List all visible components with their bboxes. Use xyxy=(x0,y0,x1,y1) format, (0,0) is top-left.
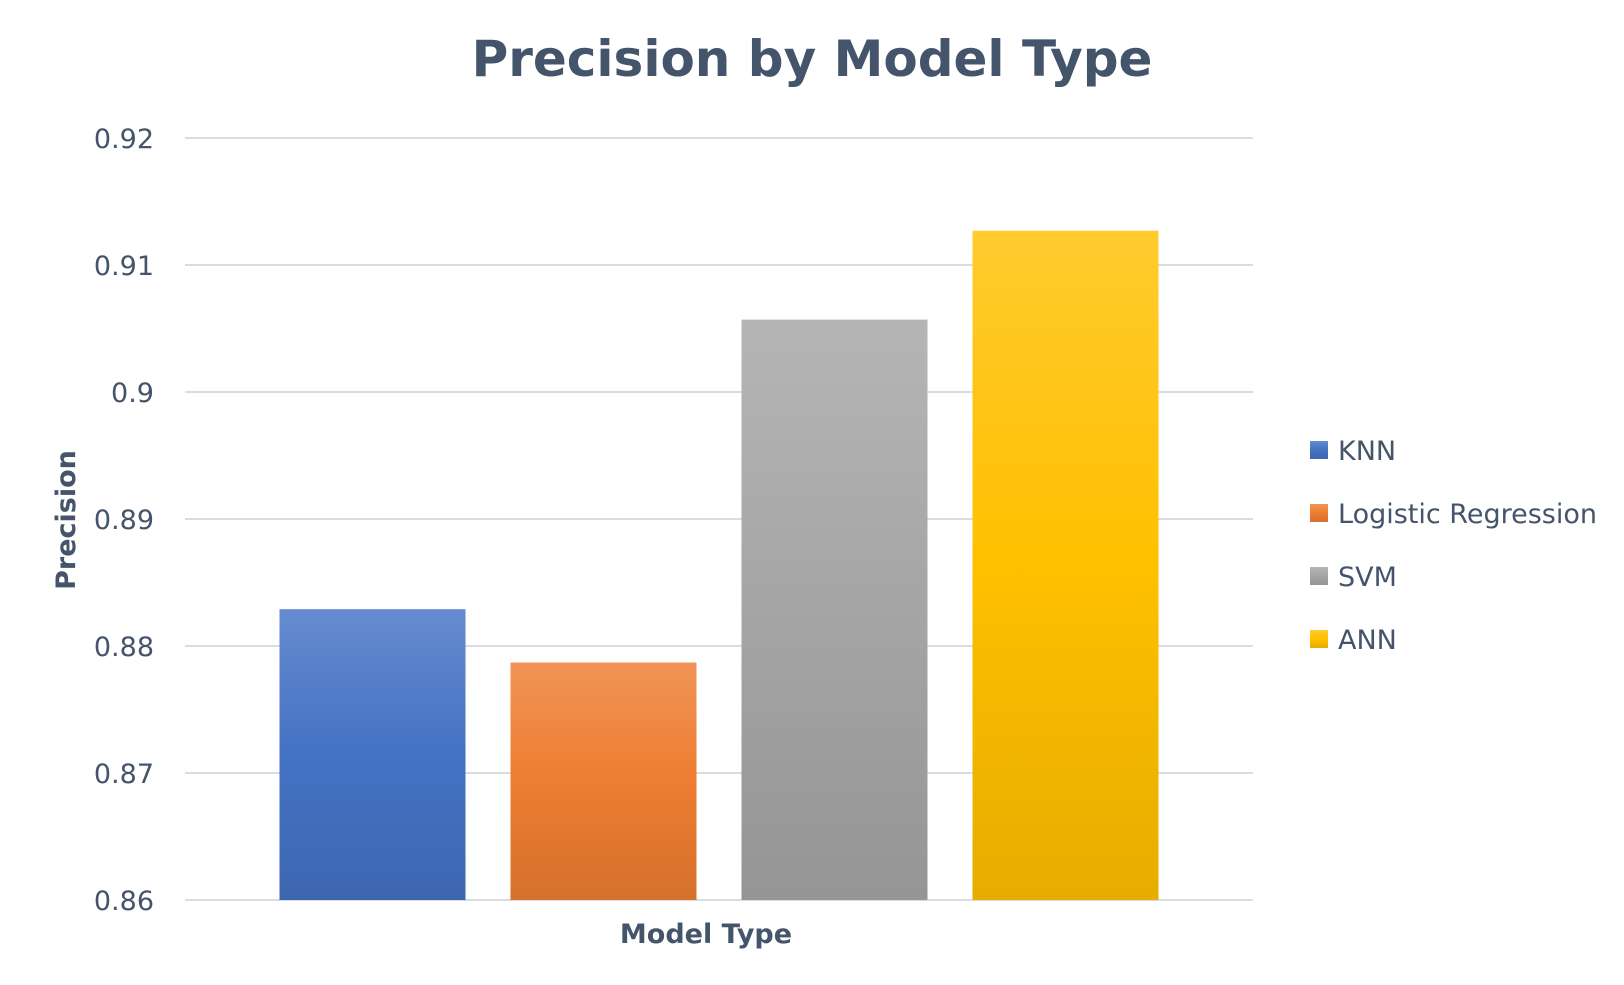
bar-svm xyxy=(741,319,928,900)
legend-label: KNN xyxy=(1338,436,1396,467)
bar-knn xyxy=(279,609,466,900)
bars xyxy=(279,230,1159,900)
legend: KNN Logistic Regression SVM ANN xyxy=(1310,436,1597,656)
y-tick-label: 0.86 xyxy=(94,886,154,917)
y-tick-label: 0.89 xyxy=(94,505,154,536)
legend-swatch xyxy=(1310,630,1328,648)
bar-logistic-regression xyxy=(510,662,697,900)
legend-label: Logistic Regression xyxy=(1338,499,1597,530)
x-axis-title: Model Type xyxy=(620,919,792,950)
legend-swatch xyxy=(1310,567,1328,585)
y-tick-label: 0.87 xyxy=(94,759,154,790)
legend-swatch xyxy=(1310,441,1328,459)
legend-swatch xyxy=(1310,504,1328,522)
y-tick-label: 0.88 xyxy=(94,632,154,663)
legend-label: ANN xyxy=(1338,625,1397,656)
chart-title: Precision by Model Type xyxy=(472,30,1153,88)
legend-label: SVM xyxy=(1338,562,1397,593)
y-tick-label: 0.92 xyxy=(94,124,154,155)
y-axis-title: Precision xyxy=(51,450,82,590)
y-tick-label: 0.9 xyxy=(111,378,154,409)
bar-ann xyxy=(972,230,1159,900)
y-axis-tick-labels: 0.86 0.87 0.88 0.89 0.9 0.91 0.92 xyxy=(94,124,154,917)
y-tick-label: 0.91 xyxy=(94,251,154,282)
